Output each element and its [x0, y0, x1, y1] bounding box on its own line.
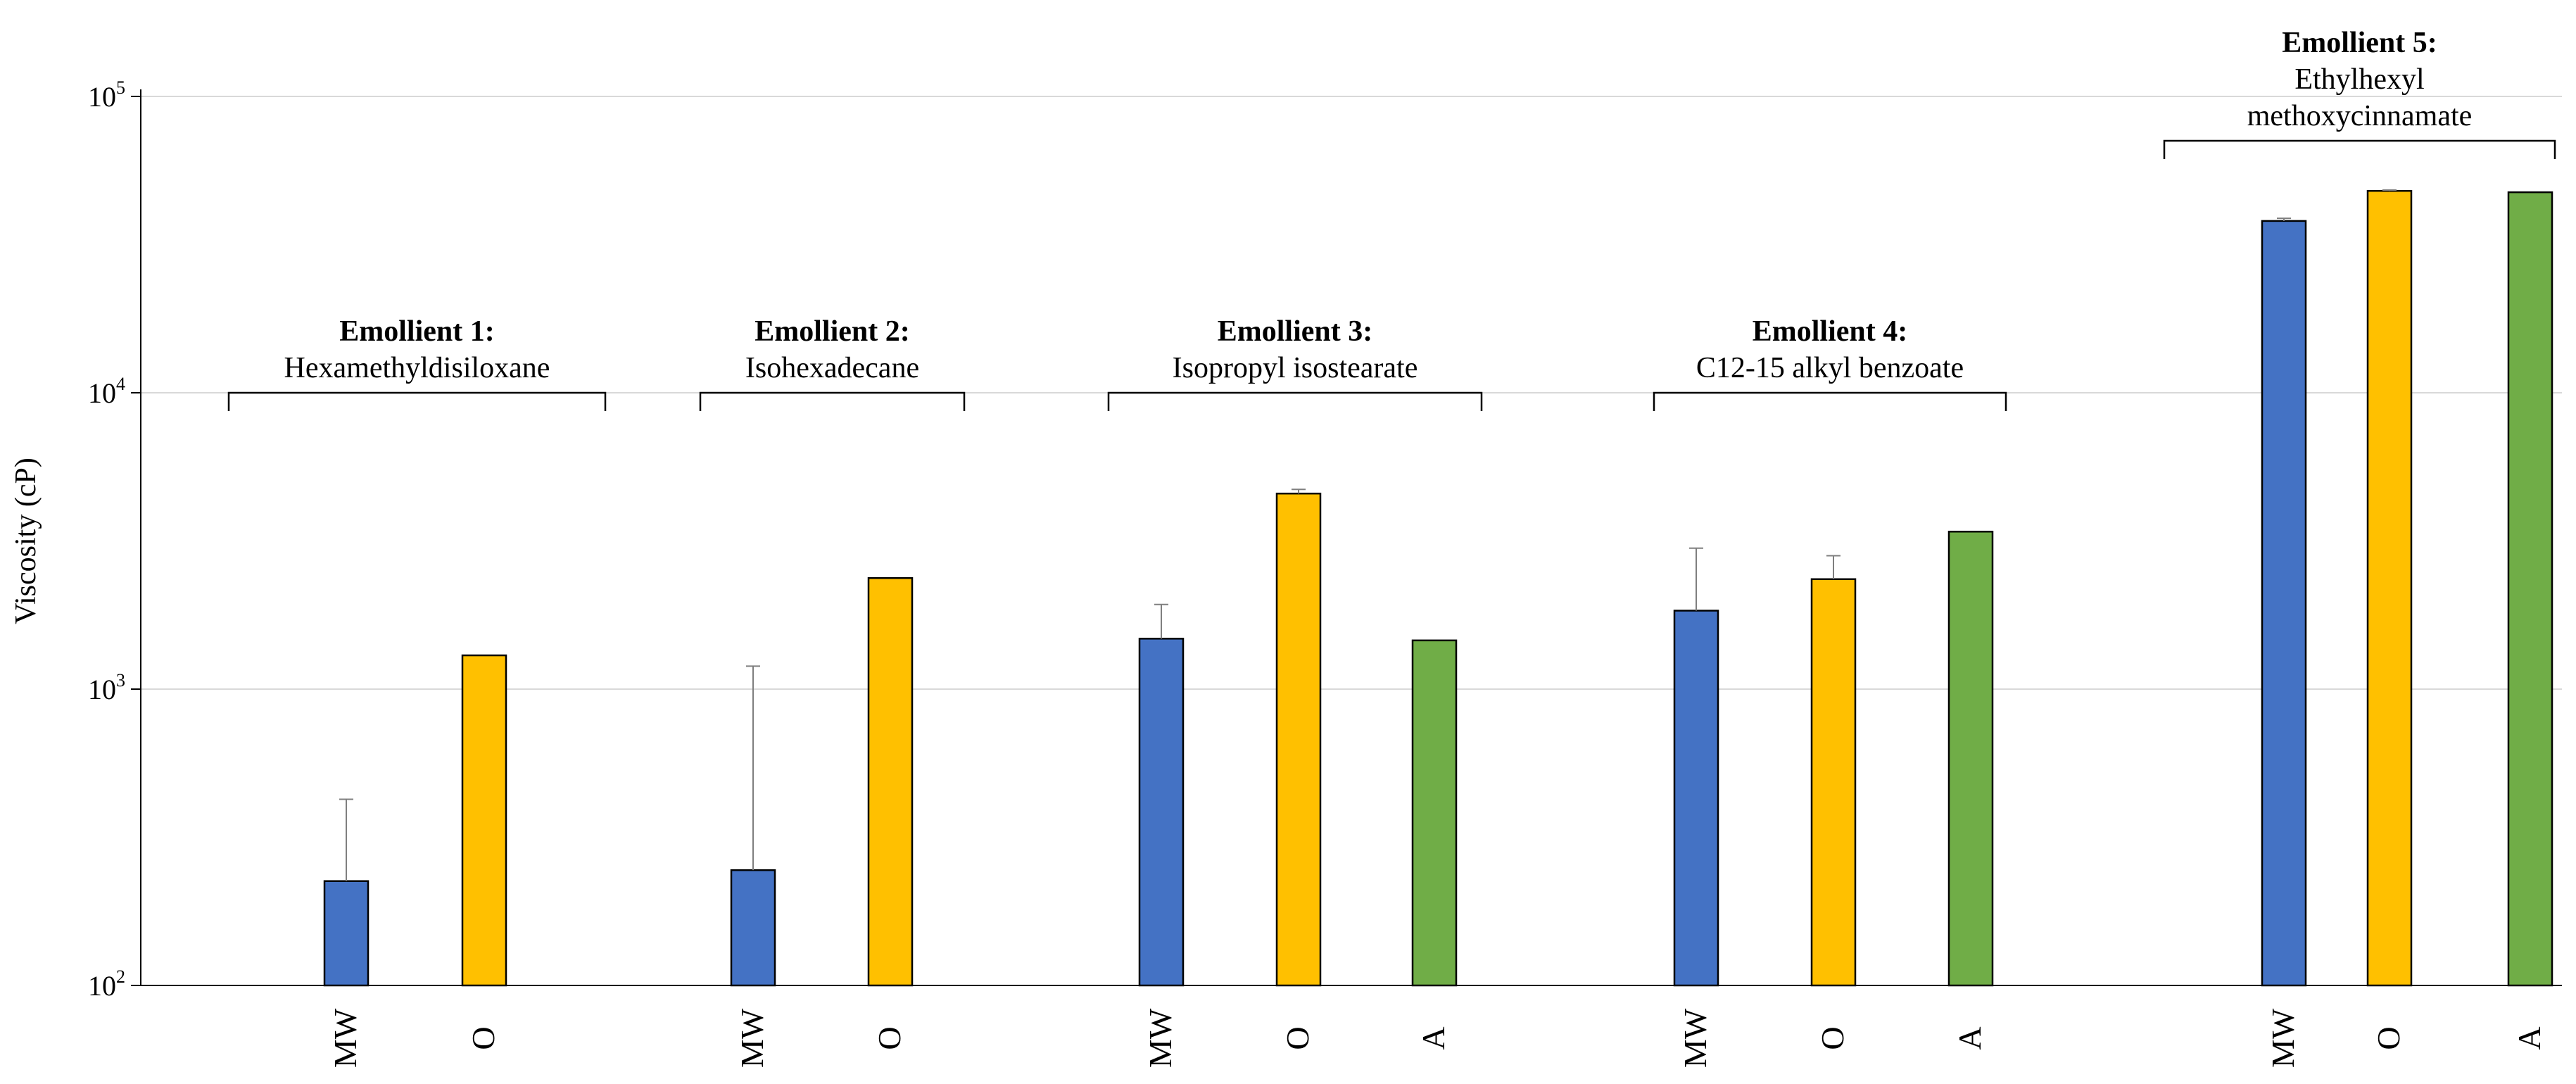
group-title: Emollient 1: — [339, 315, 494, 348]
category-label: O — [465, 1026, 501, 1050]
group-subtitle: Isohexadecane — [745, 352, 919, 384]
axes: 102 103 104 105 Viscosity (cP) — [10, 77, 2562, 1002]
bar-mw — [323, 880, 370, 987]
category-label: MW — [1677, 1008, 1713, 1068]
y-axis-title: Viscosity (cP) — [10, 458, 42, 624]
bar-mw — [2261, 220, 2307, 987]
group-title: Emollient 3: — [1218, 315, 1372, 348]
group-title: Emollient 5: — [2282, 27, 2437, 59]
group-subtitle: methoxycinnamate — [2247, 100, 2473, 132]
y-tick-label: 103 — [88, 670, 125, 705]
group-bracket — [1653, 391, 2007, 411]
y-tick-label: 105 — [88, 77, 125, 113]
group-subtitle: Hexamethyldisiloxane — [284, 352, 550, 384]
category-label: A — [1415, 1026, 1451, 1050]
group-subtitle: Isopropyl isostearate — [1173, 352, 1418, 384]
bar-mw — [1138, 638, 1185, 987]
category-label: O — [871, 1026, 907, 1050]
category-label: O — [2370, 1026, 2406, 1050]
bar-a — [1947, 530, 1994, 987]
bars — [323, 189, 2553, 987]
bar-mw — [730, 869, 776, 987]
group-bracket — [699, 391, 966, 411]
group-bracket — [1107, 391, 1483, 411]
bar-o — [1275, 492, 1322, 987]
category-label: MW — [734, 1008, 770, 1068]
category-label: O — [1280, 1026, 1315, 1050]
bar-a — [2507, 191, 2553, 987]
bar-o — [461, 654, 507, 987]
group-bracket — [227, 391, 607, 411]
group-title: Emollient 4: — [1753, 315, 1907, 348]
group-subtitle: C12-15 alkyl benzoate — [1696, 352, 1964, 384]
category-label: MW — [327, 1008, 363, 1068]
bar-o — [867, 576, 914, 987]
group-bracket — [2163, 139, 2556, 159]
category-label: MW — [2265, 1008, 2301, 1068]
y-tick-label: 104 — [88, 374, 125, 409]
category-label: A — [2511, 1026, 2547, 1050]
category-label: MW — [1142, 1008, 1178, 1068]
y-tick-label: 102 — [88, 966, 125, 1002]
bar-o — [2366, 189, 2413, 987]
bar-o — [1810, 578, 1857, 987]
group-subtitle: Ethylhexyl — [2294, 63, 2424, 96]
category-label: A — [1952, 1026, 1988, 1050]
category-label: O — [1814, 1026, 1850, 1050]
group-title: Emollient 2: — [755, 315, 909, 348]
bar-mw — [1673, 610, 1719, 987]
bar-a — [1411, 639, 1458, 987]
labels: MW O Hexamethyldisiloxane Emollient 1: MW O Is… — [227, 27, 2556, 1068]
